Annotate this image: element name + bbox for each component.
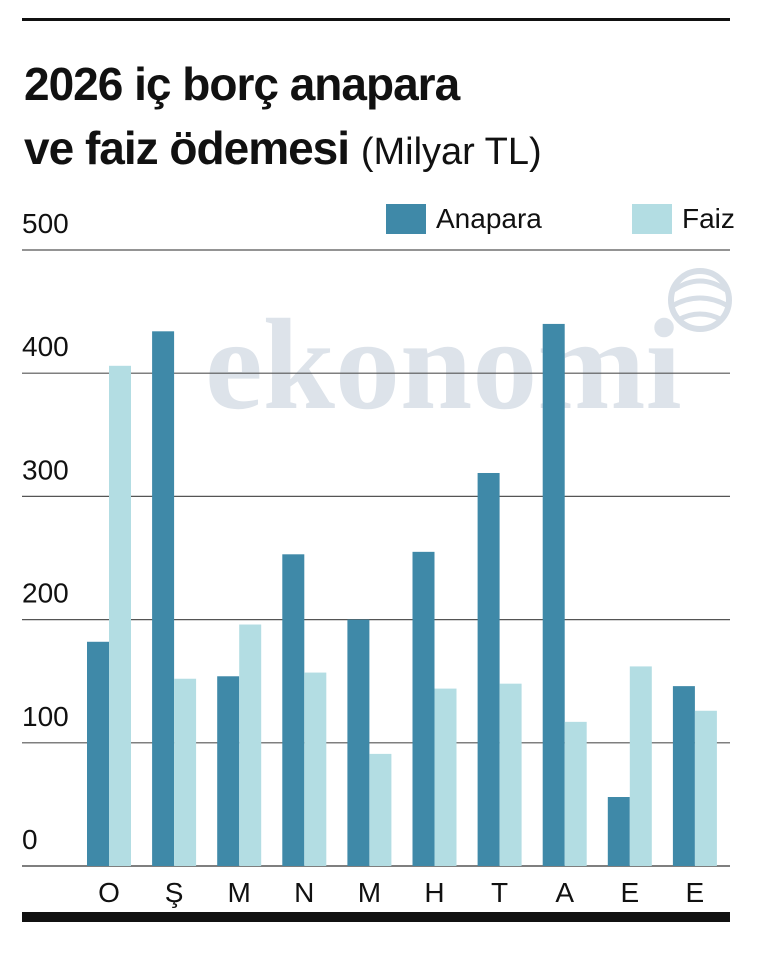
x-tick-label: Ş	[165, 877, 184, 908]
bar-faiz	[694, 710, 717, 866]
bar-anapara	[347, 619, 370, 866]
y-tick-label: 400	[22, 331, 69, 362]
bar-anapara	[477, 472, 500, 866]
legend-item-anapara: Anapara	[386, 203, 542, 234]
bar-faiz	[109, 365, 131, 866]
bar-faiz	[239, 624, 262, 866]
y-tick-label: 300	[22, 454, 69, 485]
x-tick-label: M	[358, 877, 381, 908]
bar-faiz	[434, 688, 457, 866]
x-tick-label: E	[686, 877, 705, 908]
bar-faiz	[564, 721, 587, 866]
title-line-2: ve faiz ödemesi (Milyar TL)	[24, 116, 542, 184]
top-rule	[22, 18, 730, 21]
title-line-1: 2026 iç borç anapara	[24, 58, 460, 110]
bar-anapara	[607, 797, 630, 866]
x-tick-label: H	[424, 877, 444, 908]
bar-anapara	[672, 686, 695, 866]
bar-anapara	[412, 551, 435, 866]
bar-anapara	[87, 641, 109, 866]
x-tick-label: A	[555, 877, 574, 908]
y-tick-label: 100	[22, 701, 69, 732]
bar-anapara	[282, 554, 305, 866]
bar-anapara	[217, 676, 240, 866]
legend: Anapara Faiz	[0, 200, 758, 240]
y-tick-label: 500	[22, 208, 69, 239]
legend-label-faiz: Faiz	[682, 203, 735, 234]
bar-faiz	[499, 683, 522, 866]
x-tick-label: M	[228, 877, 251, 908]
bar-faiz	[304, 672, 327, 866]
bar-faiz	[174, 678, 197, 866]
bar-faiz	[629, 666, 652, 866]
x-tick-label: O	[98, 877, 120, 908]
bar-anapara	[152, 331, 175, 866]
legend-item-faiz: Faiz	[632, 203, 735, 234]
x-tick-label: N	[294, 877, 314, 908]
legend-swatch-anapara	[386, 204, 426, 234]
watermark: ekonomi	[205, 268, 732, 437]
legend-swatch-faiz	[632, 204, 672, 234]
title-line-2-text: ve faiz ödemesi	[24, 122, 350, 174]
bottom-rule	[22, 912, 730, 922]
x-tick-label: T	[491, 877, 508, 908]
chart-title: 2026 iç borç anapara ve faiz ödemesi (Mi…	[24, 52, 542, 184]
bar-anapara	[542, 323, 565, 866]
watermark-text: ekonomi	[205, 293, 682, 437]
title-unit: (Milyar TL)	[360, 131, 542, 173]
bar-faiz	[369, 753, 392, 866]
globe-icon	[668, 268, 732, 332]
y-tick-label: 200	[22, 578, 69, 609]
y-tick-label: 0	[22, 824, 38, 855]
legend-label-anapara: Anapara	[436, 203, 542, 234]
x-tick-label: E	[620, 877, 639, 908]
